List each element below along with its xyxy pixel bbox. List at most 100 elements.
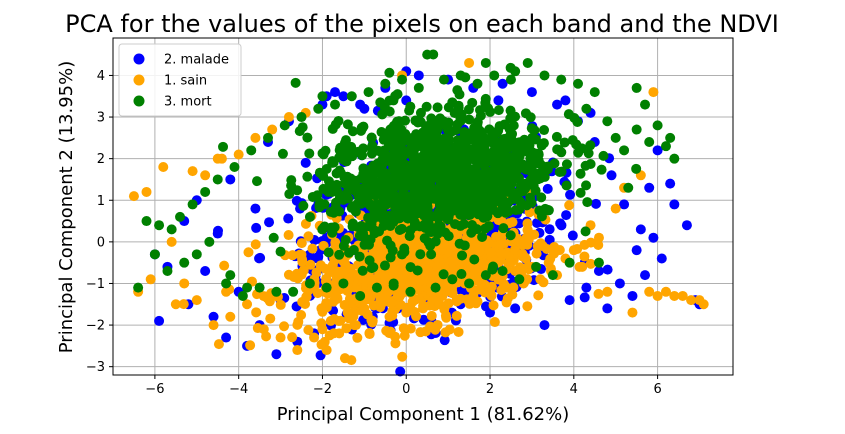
scatter-point: [507, 128, 518, 139]
scatter-point: [304, 211, 315, 222]
scatter-point: [472, 199, 483, 210]
scatter-point: [353, 190, 364, 201]
scatter-point: [166, 236, 177, 247]
scatter-point: [379, 210, 390, 221]
scatter-point: [455, 70, 466, 81]
scatter-point: [376, 160, 387, 171]
scatter-point: [631, 245, 642, 256]
scatter-point: [271, 349, 282, 360]
scatter-point: [542, 183, 553, 194]
scatter-point: [580, 226, 591, 237]
scatter-point: [582, 197, 593, 208]
scatter-point: [251, 222, 262, 233]
scatter-point: [567, 230, 578, 241]
scatter-point: [635, 224, 646, 235]
scatter-point: [430, 236, 441, 247]
scatter-point: [564, 257, 575, 268]
scatter-point: [564, 295, 575, 306]
scatter-point: [443, 282, 454, 293]
scatter-point: [476, 137, 487, 148]
scatter-point: [533, 290, 544, 301]
scatter-point: [330, 119, 341, 130]
scatter-point: [526, 87, 537, 98]
scatter-point: [393, 194, 404, 205]
scatter-point: [409, 190, 420, 201]
scatter-point: [377, 109, 388, 120]
scatter-point: [510, 205, 521, 216]
scatter-point: [389, 129, 400, 140]
scatter-point: [422, 49, 433, 60]
scatter-point: [225, 174, 236, 185]
scatter-point: [397, 74, 408, 85]
scatter-point: [556, 220, 567, 231]
scatter-point: [433, 220, 444, 231]
scatter-point: [382, 152, 393, 163]
scatter-point: [350, 320, 361, 331]
scatter-point: [561, 210, 572, 221]
scatter-point: [579, 292, 590, 303]
scatter-point: [321, 345, 332, 356]
scatter-point: [243, 247, 254, 258]
scatter-point: [542, 164, 553, 175]
scatter-point: [330, 99, 341, 110]
scatter-point: [531, 248, 542, 259]
scatter-point: [251, 307, 262, 318]
scatter-point: [522, 57, 533, 68]
scatter-point: [154, 220, 165, 231]
legend-items: 2. malade 1. sain 3. mort: [133, 53, 229, 110]
scatter-point: [363, 87, 374, 98]
scatter-point: [395, 366, 406, 377]
scatter-point: [443, 231, 454, 242]
scatter-point: [438, 269, 449, 280]
scatter-point: [520, 108, 531, 119]
scatter-point: [556, 147, 567, 158]
scatter-point: [376, 127, 387, 138]
scatter-point: [288, 286, 299, 297]
scatter-point: [441, 144, 452, 155]
legend-marker: [133, 95, 145, 107]
scatter-point: [533, 149, 544, 160]
scatter-point: [560, 95, 571, 106]
scatter-point: [212, 228, 223, 239]
scatter-point: [347, 218, 358, 229]
scatter-point: [656, 253, 667, 264]
scatter-point: [452, 153, 463, 164]
scatter-point: [581, 103, 592, 114]
scatter-point: [476, 179, 487, 190]
scatter-point: [334, 249, 345, 260]
scatter-point: [388, 278, 399, 289]
scatter-point: [212, 153, 223, 164]
scatter-point: [405, 262, 416, 273]
scatter-point: [418, 314, 429, 325]
scatter-point: [404, 105, 415, 116]
scatter-point: [327, 227, 338, 238]
scatter-point: [446, 126, 457, 137]
scatter-point: [200, 170, 211, 181]
scatter-point: [323, 247, 334, 258]
scatter-point: [648, 232, 659, 243]
scatter-point: [363, 221, 374, 232]
scatter-point: [619, 199, 630, 210]
scatter-point: [367, 144, 378, 155]
scatter-point: [660, 286, 671, 297]
scatter-point: [569, 113, 580, 124]
scatter-point: [464, 114, 475, 125]
scatter-point: [221, 286, 232, 297]
scatter-point: [358, 168, 369, 179]
scatter-point: [551, 131, 562, 142]
plot-frame: [112, 37, 734, 376]
scatter-point: [362, 191, 373, 202]
scatter-point: [191, 249, 202, 260]
scatter-point: [427, 190, 438, 201]
scatter-point: [341, 156, 352, 167]
scatter-point: [480, 97, 491, 108]
scatter-point: [447, 274, 458, 285]
scatter-point: [652, 145, 663, 156]
scatter-point: [660, 141, 671, 152]
scatter-point: [487, 130, 498, 141]
scatter-point: [468, 290, 479, 301]
scatter-point: [399, 330, 410, 341]
series-2: [133, 49, 680, 301]
scatter-point: [149, 249, 160, 260]
scatter-point: [178, 299, 189, 310]
